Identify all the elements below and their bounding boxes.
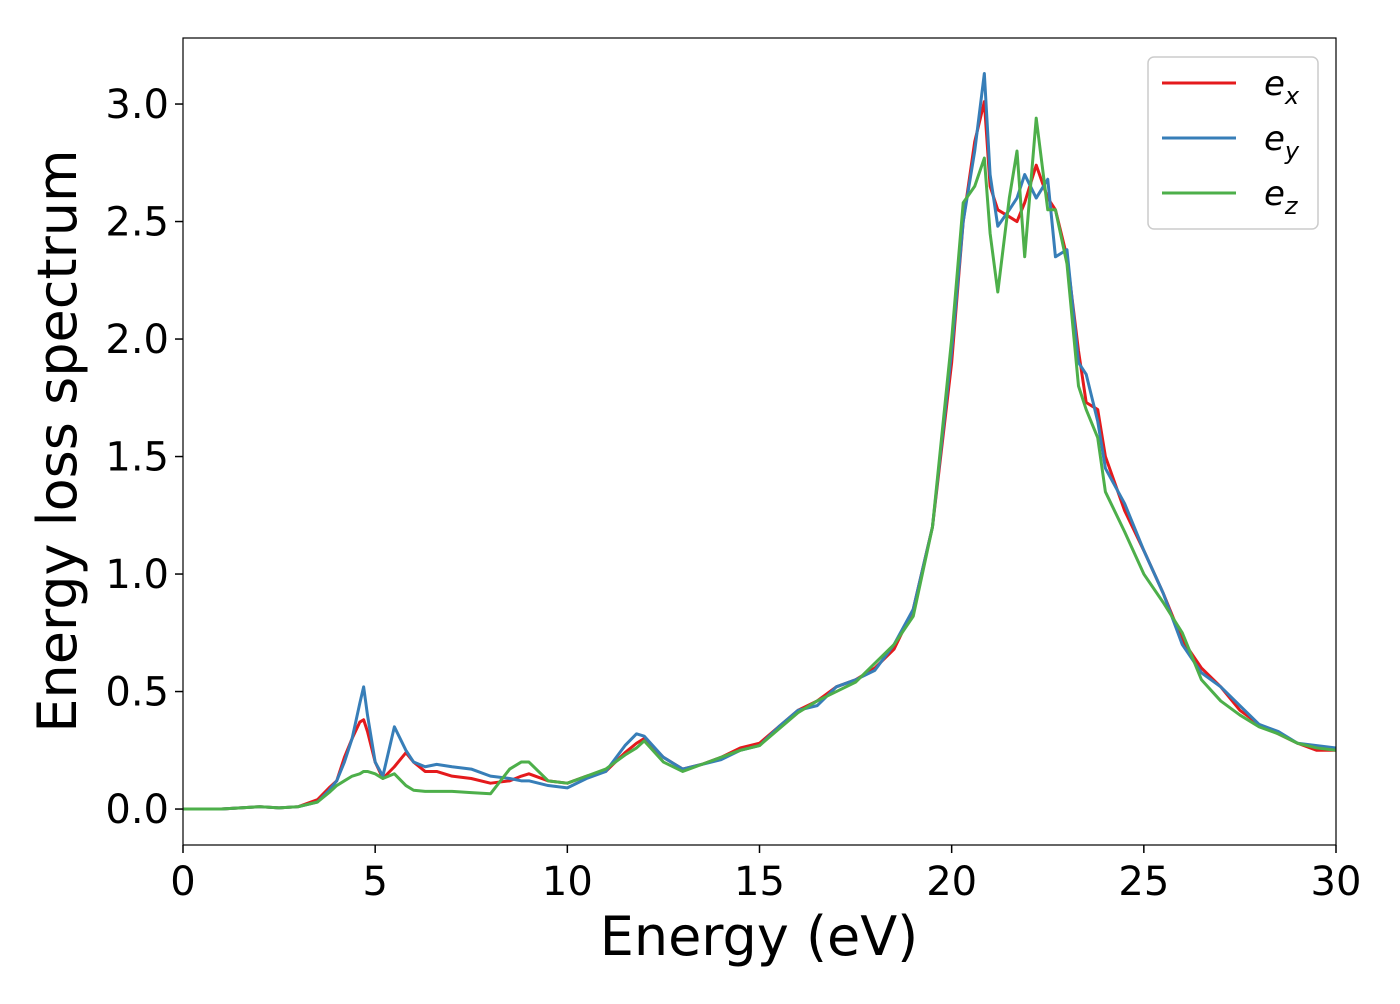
x-tick-label: 5 — [362, 859, 387, 905]
x-tick-label: 20 — [926, 859, 977, 905]
y-tick-label: 3.0 — [105, 82, 169, 128]
y-tick-label: 2.5 — [105, 200, 169, 246]
x-tick-label: 25 — [1118, 859, 1169, 905]
x-axis-label: Energy (eV) — [600, 905, 919, 968]
y-tick-label: 1.5 — [105, 435, 169, 481]
series-line — [183, 116, 1337, 811]
plot-frame — [182, 37, 1337, 846]
y-tick-label: 1.0 — [105, 552, 169, 598]
legend-label: ex — [1264, 64, 1300, 110]
legend-box — [1147, 56, 1319, 230]
y-tick-label: 0.5 — [105, 670, 169, 716]
x-tick-label: 15 — [734, 859, 785, 905]
legend-label: ey — [1264, 119, 1300, 165]
legend-label: ez — [1264, 174, 1299, 220]
x-tick-label: 10 — [542, 859, 593, 905]
x-tick-label: 0 — [170, 859, 195, 905]
y-tick-label: 0.0 — [105, 787, 169, 833]
y-tick-label: 2.0 — [105, 317, 169, 363]
x-tick-label: 30 — [1311, 859, 1362, 905]
y-axis-label: Energy loss spectrum — [26, 149, 89, 732]
